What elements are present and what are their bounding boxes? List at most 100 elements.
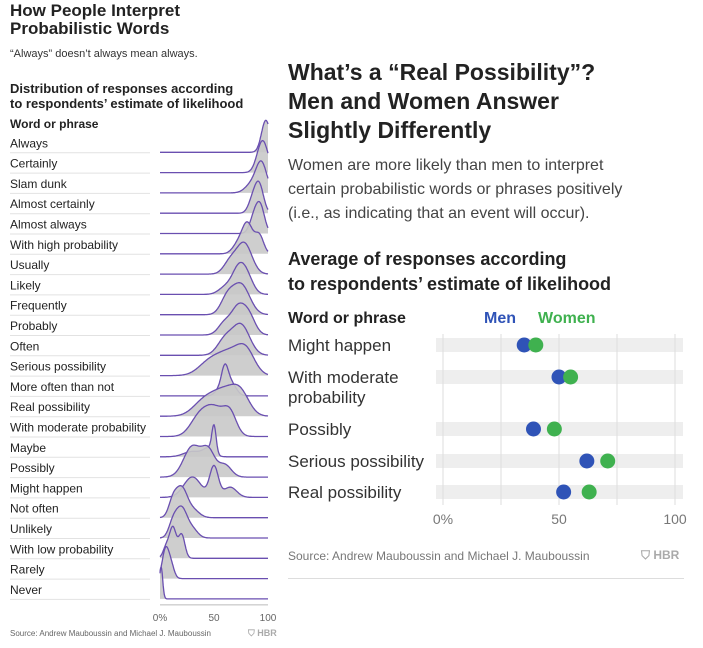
dot-tick-label: 0% [433, 511, 453, 527]
ridge-label: Almost always [10, 218, 87, 232]
right-divider [288, 578, 684, 579]
left-chart-subtitle: “Always” doesn’t always mean always. [10, 48, 198, 60]
ridge-line [160, 261, 268, 296]
ridge-line [160, 221, 269, 255]
ridge-line [160, 403, 268, 438]
right-hbr-logo: ⛉ HBR [641, 548, 680, 562]
ridge-label: More often than not [10, 380, 115, 394]
ridge-label: Serious possibility [10, 360, 106, 374]
left-chart-title: How People Interpret Probabilistic Words [10, 1, 181, 38]
left-chart-heading: Distribution of responses according to r… [10, 81, 244, 111]
ridge-label: Maybe [10, 441, 46, 455]
men-dot [579, 453, 595, 469]
ridge-label: Might happen [10, 481, 83, 495]
men-dot [556, 484, 572, 500]
ridgeline-chart: Always Certainly Slam dunk Almost certainly… [10, 119, 277, 624]
ridge-area [160, 465, 268, 498]
ridge-row: Maybe [10, 423, 268, 458]
ridge-line [160, 200, 269, 235]
left-column-header: Word or phrase [10, 117, 99, 131]
women-dot [600, 453, 616, 469]
ridge-label: Frequently [10, 299, 67, 313]
ridge-line [160, 444, 268, 478]
ridge-line [160, 139, 269, 174]
dot-row-label: With moderate probability [288, 368, 399, 407]
ridge-row: Never [10, 564, 268, 600]
ridge-area [160, 506, 268, 538]
ridge-label: With low probability [10, 542, 113, 556]
ridge-label: Rarely [10, 563, 45, 577]
ridge-line [160, 383, 269, 417]
ridge-line [159, 525, 268, 559]
dot-tick-label: 100 [663, 511, 687, 527]
ridge-area [160, 485, 268, 518]
ridge-row: Rarely [10, 545, 268, 580]
dot-tick-label: 50 [551, 511, 567, 527]
ridge-label: Usually [10, 258, 49, 272]
women-dot [581, 484, 597, 500]
legend-women: Women [538, 310, 596, 327]
ridge-row: Not often [10, 485, 268, 519]
ridge-line [159, 564, 268, 600]
ridge-area [160, 546, 268, 579]
ridge-label: Certainly [10, 157, 57, 171]
ridge-line [160, 302, 269, 336]
ridge-line [160, 505, 268, 539]
ridge-row: Real possibility [10, 383, 269, 418]
ridge-line [160, 119, 269, 153]
ridge-area [160, 384, 268, 417]
right-source-note: Source: Andrew Mauboussin and Michael J.… [288, 549, 590, 563]
ridge-tick-label: 0% [153, 613, 168, 624]
ridge-label: Real possibility [10, 400, 90, 414]
men-dot [551, 369, 567, 385]
ridge-line [160, 282, 269, 316]
ridge-tick-label: 100 [260, 613, 277, 624]
women-dot [563, 369, 579, 385]
ridge-line [160, 180, 269, 214]
ridge-row: Unlikely [10, 505, 268, 539]
ridge-label: Probably [10, 319, 57, 333]
dot-row-label: Real possibility [288, 483, 402, 502]
right-column-header: Word or phrase [288, 310, 406, 327]
left-hbr-logo: ⛉ HBR [248, 628, 277, 638]
left-source-note: Source: Andrew Mauboussin and Michael J.… [10, 629, 211, 638]
ridge-label: Never [10, 583, 42, 597]
ridge-tick-label: 50 [208, 613, 220, 624]
ridge-label: Likely [10, 278, 41, 292]
right-hbr-logo-text: HBR [653, 548, 680, 562]
ridge-row: Possibly [10, 444, 268, 479]
left-hbr-logo-text: HBR [257, 628, 277, 638]
ridge-label: Slam dunk [10, 177, 68, 191]
ridge-row: With low probability [10, 525, 268, 560]
ridge-line [160, 160, 269, 194]
ridge-area [160, 404, 268, 437]
ridge-line [159, 485, 268, 519]
right-chart-title: What’s a “Real Possibility”? Men and Wom… [288, 59, 596, 143]
ridge-label: Always [10, 136, 48, 150]
ridge-label: Almost certainly [10, 197, 95, 211]
ridge-line [160, 423, 268, 458]
ridge-label: Often [10, 339, 39, 353]
ridge-line [160, 241, 269, 275]
right-chart-description: Women are more likely than men to interp… [288, 157, 623, 222]
ridge-line [160, 322, 269, 356]
ridge-label: Not often [10, 502, 59, 516]
women-dot [528, 337, 544, 353]
ridge-row: Serious possibility [10, 342, 269, 377]
ridge-label: With moderate probability [10, 421, 146, 435]
ridge-line [160, 342, 269, 377]
ridge-row: Almost always [10, 200, 269, 235]
ridge-label: With high probability [10, 238, 118, 252]
men-dot [525, 421, 541, 437]
ridge-label: Possibly [10, 461, 55, 475]
dot-row-label: Might happen [288, 336, 391, 355]
legend-men: Men [484, 310, 516, 327]
women-dot [546, 421, 562, 437]
ridge-row: Always [10, 119, 269, 154]
dot-row-label: Possibly [288, 420, 352, 439]
ridge-line [159, 545, 268, 580]
ridge-row: With moderate probability [10, 403, 268, 438]
right-chart-heading: Average of responses according to respon… [288, 249, 612, 294]
ridge-area [160, 343, 268, 376]
